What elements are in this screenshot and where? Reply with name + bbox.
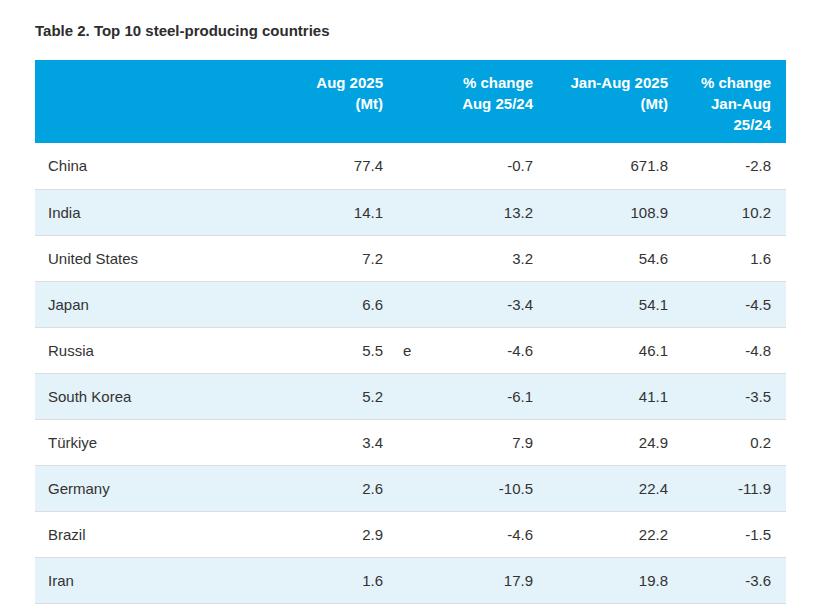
- country-cell: Brazil: [35, 511, 275, 557]
- pct-change-aug-cell: -0.7: [385, 143, 535, 189]
- header-line: (Mt): [535, 93, 668, 114]
- pct-change-aug-cell: 17.9: [385, 557, 535, 603]
- table-row: Japan 6.6 -3.4 54.1 -4.5: [35, 281, 786, 327]
- jan-aug-mt-cell: 24.9: [535, 419, 670, 465]
- aug-mt-cell: 2.9: [275, 511, 385, 557]
- pct-change-jan-aug-cell: 10.2: [670, 189, 786, 235]
- jan-aug-mt-cell: 54.6: [535, 235, 670, 281]
- pct-change-jan-aug-cell: -4.8: [670, 327, 786, 373]
- page: Table 2. Top 10 steel-producing countrie…: [0, 0, 814, 604]
- pct-change-aug-cell: -6.1: [385, 373, 535, 419]
- pct-change-jan-aug-cell: -2.8: [670, 143, 786, 189]
- pct-change-jan-aug-cell: -11.9: [670, 465, 786, 511]
- table-row: Türkiye 3.4 7.9 24.9 0.2: [35, 419, 786, 465]
- header-cell-pct-change-aug: % change Aug 25/24: [385, 60, 535, 143]
- aug-mt-cell: 7.2: [275, 235, 385, 281]
- header-line: Jan-Aug: [670, 93, 771, 114]
- aug-mt-value: 7.2: [362, 250, 383, 267]
- table-title: Table 2. Top 10 steel-producing countrie…: [35, 22, 814, 39]
- table-row: India 14.1 13.2 108.9 10.2: [35, 189, 786, 235]
- aug-mt-value: 6.6: [362, 296, 383, 313]
- aug-mt-cell: 77.4: [275, 143, 385, 189]
- aug-mt-cell: 14.1: [275, 189, 385, 235]
- header-line: Aug 2025: [275, 72, 383, 93]
- jan-aug-mt-cell: 108.9: [535, 189, 670, 235]
- country-cell: Russia: [35, 327, 275, 373]
- aug-mt-cell: 1.6: [275, 557, 385, 603]
- pct-change-jan-aug-cell: -3.6: [670, 557, 786, 603]
- country-cell: South Korea: [35, 373, 275, 419]
- aug-mt-value: 77.4: [354, 157, 383, 174]
- pct-change-aug-cell: -4.6: [385, 511, 535, 557]
- header-line: Jan-Aug 2025: [535, 72, 668, 93]
- country-cell: United States: [35, 235, 275, 281]
- pct-change-jan-aug-cell: -4.5: [670, 281, 786, 327]
- header-cell-jan-aug-2025-mt: Jan-Aug 2025 (Mt): [535, 60, 670, 143]
- pct-change-aug-cell: -3.4: [385, 281, 535, 327]
- jan-aug-mt-cell: 19.8: [535, 557, 670, 603]
- country-cell: Iran: [35, 557, 275, 603]
- aug-mt-value: 1.6: [362, 572, 383, 589]
- pct-change-aug-cell: -10.5: [385, 465, 535, 511]
- pct-change-aug-cell: 13.2: [385, 189, 535, 235]
- pct-change-jan-aug-cell: -1.5: [670, 511, 786, 557]
- aug-mt-value: 2.6: [362, 480, 383, 497]
- aug-mt-value: 5.2: [362, 388, 383, 405]
- header-line: % change: [385, 72, 533, 93]
- jan-aug-mt-cell: 22.2: [535, 511, 670, 557]
- aug-mt-cell: 5.5 e: [275, 327, 385, 373]
- header-line: (Mt): [275, 93, 383, 114]
- aug-mt-cell: 5.2: [275, 373, 385, 419]
- pct-change-jan-aug-cell: -3.5: [670, 373, 786, 419]
- header-cell-aug-2025-mt: Aug 2025 (Mt): [275, 60, 385, 143]
- table-row: Brazil 2.9 -4.6 22.2 -1.5: [35, 511, 786, 557]
- table-row: Russia 5.5 e -4.6 46.1 -4.8: [35, 327, 786, 373]
- table-row: United States 7.2 3.2 54.6 1.6: [35, 235, 786, 281]
- aug-mt-cell: 2.6: [275, 465, 385, 511]
- header-cell-pct-change-jan-aug: % change Jan-Aug 25/24: [670, 60, 786, 143]
- aug-mt-cell: 3.4: [275, 419, 385, 465]
- country-cell: Japan: [35, 281, 275, 327]
- country-cell: Türkiye: [35, 419, 275, 465]
- pct-change-jan-aug-cell: 0.2: [670, 419, 786, 465]
- jan-aug-mt-cell: 22.4: [535, 465, 670, 511]
- aug-mt-value: 3.4: [362, 434, 383, 451]
- table-header-row: Aug 2025 (Mt) % change Aug 25/24 Jan-Aug…: [35, 60, 786, 143]
- header-cell-country: [35, 60, 275, 143]
- country-cell: Germany: [35, 465, 275, 511]
- table-row: South Korea 5.2 -6.1 41.1 -3.5: [35, 373, 786, 419]
- jan-aug-mt-cell: 46.1: [535, 327, 670, 373]
- aug-mt-value: 14.1: [354, 204, 383, 221]
- table-body: China 77.4 -0.7 671.8 -2.8 India 14.1 13…: [35, 143, 786, 603]
- pct-change-jan-aug-cell: 1.6: [670, 235, 786, 281]
- table-row: Germany 2.6 -10.5 22.4 -11.9: [35, 465, 786, 511]
- jan-aug-mt-cell: 54.1: [535, 281, 670, 327]
- pct-change-aug-cell: 3.2: [385, 235, 535, 281]
- header-line: % change: [670, 72, 771, 93]
- jan-aug-mt-cell: 671.8: [535, 143, 670, 189]
- country-cell: China: [35, 143, 275, 189]
- aug-mt-value: 5.5: [362, 342, 383, 359]
- pct-change-aug-cell: 7.9: [385, 419, 535, 465]
- table-row: Iran 1.6 17.9 19.8 -3.6: [35, 557, 786, 603]
- aug-mt-cell: 6.6: [275, 281, 385, 327]
- aug-mt-value: 2.9: [362, 526, 383, 543]
- table-row: China 77.4 -0.7 671.8 -2.8: [35, 143, 786, 189]
- header-line: 25/24: [670, 114, 771, 135]
- steel-production-table: Aug 2025 (Mt) % change Aug 25/24 Jan-Aug…: [35, 60, 786, 604]
- estimate-flag: e: [403, 342, 411, 359]
- country-cell: India: [35, 189, 275, 235]
- jan-aug-mt-cell: 41.1: [535, 373, 670, 419]
- header-line: Aug 25/24: [385, 93, 533, 114]
